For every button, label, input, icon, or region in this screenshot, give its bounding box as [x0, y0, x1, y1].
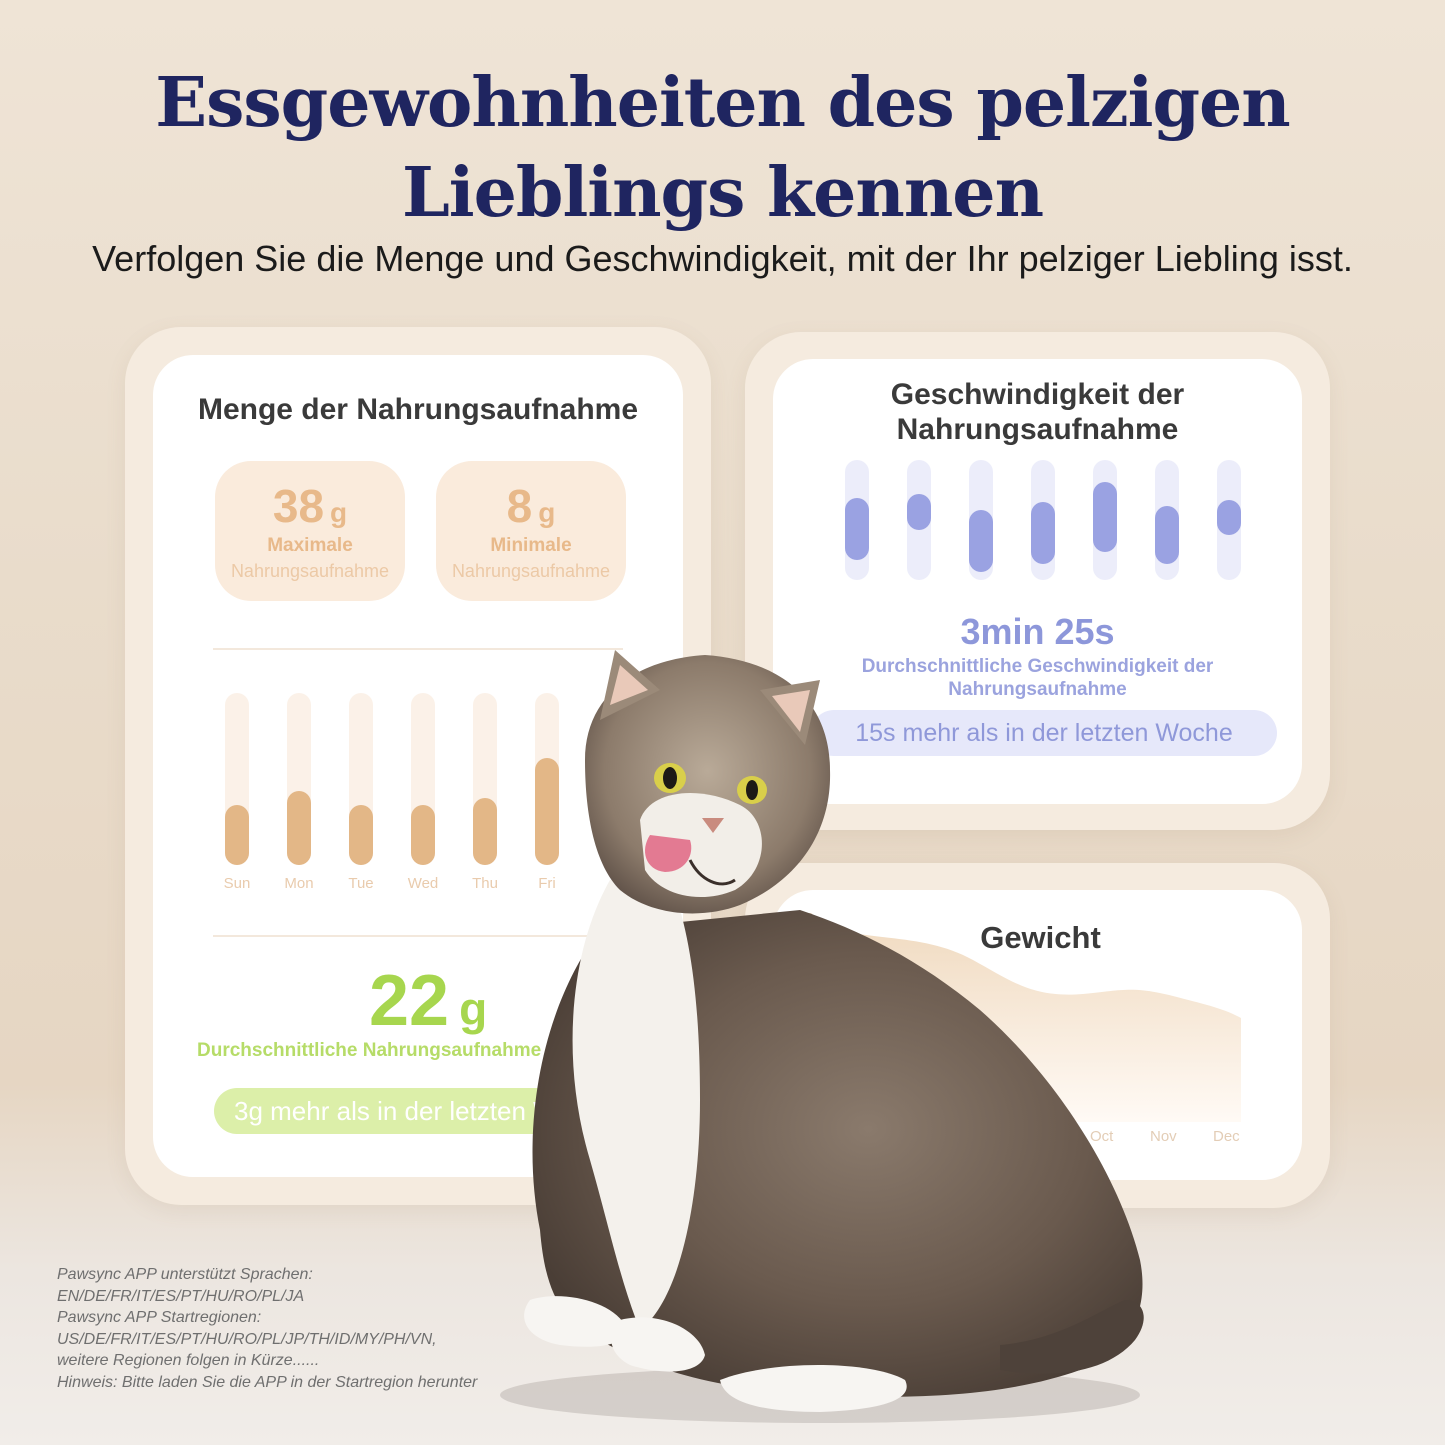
intake-bar-track — [349, 693, 373, 865]
speed-bar-4 — [1031, 502, 1055, 564]
footnote-line-4: US/DE/FR/IT/ES/PT/HU/RO/PL/JP/TH/ID/MY/P… — [57, 1330, 437, 1348]
cat-tail — [1000, 1300, 1144, 1374]
intake-bar-track — [287, 693, 311, 865]
intake-bar-tue — [349, 805, 373, 865]
speed-bar-track — [1217, 460, 1241, 580]
intake-divider-top — [213, 648, 623, 650]
day-label-tue: Tue — [348, 875, 374, 892]
cat-tongue — [645, 835, 692, 872]
headline-line-2: Lieblings kennen — [401, 153, 1044, 233]
cat-nose — [702, 818, 724, 833]
intake-comparison-pill: 3g mehr als in der letzten W — [214, 1088, 654, 1134]
page-headline: Essgewohnheiten des pelzigen Lieblings k… — [0, 58, 1445, 238]
intake-bar-fri — [535, 758, 559, 865]
intake-bar-track — [535, 693, 559, 865]
average-intake-unit: g — [459, 983, 488, 1035]
average-intake-label: Durchschnittliche Nahrungsaufnahme — [197, 1040, 542, 1061]
speed-bar-track — [1155, 460, 1179, 580]
footnote-line-1: Pawsync APP unterstützt Sprachen: — [57, 1266, 313, 1283]
speed-bar-track — [845, 460, 869, 580]
intake-bar-mon — [287, 791, 311, 865]
speed-bar-3 — [969, 510, 993, 572]
speed-card-title: Geschwindigkeit der Nahrungsaufnahme — [773, 377, 1302, 447]
day-label-sun: Sun — [223, 875, 251, 892]
day-label-wed: Wed — [407, 875, 439, 892]
max-intake-box: 38 g Maximale Nahrungsaufnahme — [215, 461, 405, 601]
footnote: Pawsync APP unterstützt Sprachen: EN/DE/… — [57, 1264, 477, 1393]
average-speed-label-line-1: Durchschnittliche Geschwindigkeit der — [861, 656, 1214, 677]
month-label-dec: Dec — [1213, 1128, 1240, 1145]
max-intake-value: 38 — [272, 480, 325, 532]
page-subheadline: Verfolgen Sie die Menge und Geschwindigk… — [92, 238, 1353, 279]
speed-bar-1 — [845, 498, 869, 560]
day-label-fri: Fri — [538, 875, 556, 892]
cat-front-paws — [524, 1296, 705, 1372]
footnote-line-2: EN/DE/FR/IT/ES/PT/HU/RO/PL/JA — [57, 1287, 305, 1305]
footnote-line-5: weitere Regionen folgen in Kürze...... — [57, 1352, 320, 1369]
day-label-thu: Thu — [472, 875, 498, 892]
speed-bar-track — [907, 460, 931, 580]
average-speed-value: 3min 25s — [960, 611, 1115, 652]
min-intake-label: Minimale — [490, 535, 572, 556]
speed-card: Geschwindigkeit der Nahrungsaufnahme 3mi… — [773, 359, 1302, 804]
intake-bar-track — [225, 693, 249, 865]
headline-line-1: Essgewohnheiten des pelzigen — [155, 63, 1290, 143]
footnote-line-3: Pawsync APP Startregionen: — [57, 1309, 262, 1326]
cat-chest — [572, 880, 700, 1330]
average-intake-value: 22 — [369, 961, 450, 1041]
speed-bar-track — [1031, 460, 1055, 580]
speed-bar-2 — [907, 494, 931, 530]
month-label-oct: Oct — [1090, 1128, 1114, 1145]
day-label-mon: Mon — [284, 875, 314, 892]
average-speed-label-line-2: Nahrungsaufnahme — [948, 679, 1127, 700]
max-intake-unit: g — [330, 497, 348, 528]
max-intake-sublabel: Nahrungsaufnahme — [230, 561, 390, 581]
speed-bar-5 — [1093, 482, 1117, 552]
cat-back-paw — [720, 1365, 907, 1412]
footnote-line-6: Hinweis: Bitte laden Sie die APP in der … — [57, 1373, 478, 1391]
max-intake-label: Maximale — [267, 535, 353, 556]
speed-bar-track — [1093, 460, 1117, 580]
speed-bar-7 — [1217, 500, 1241, 535]
intake-bar-wed — [411, 805, 435, 865]
intake-divider-bottom — [213, 935, 623, 937]
intake-bar-track — [411, 693, 435, 865]
weight-card-title: Gewicht — [980, 920, 1101, 955]
intake-bar-thu — [473, 798, 497, 865]
min-intake-unit: g — [538, 497, 556, 528]
cat-left-ear-inner — [610, 665, 648, 705]
cat-right-ear-inner — [772, 690, 810, 732]
intake-bar-track — [473, 693, 497, 865]
speed-bar-6 — [1155, 506, 1179, 564]
speed-bar-track — [969, 460, 993, 580]
min-intake-sublabel: Nahrungsaufnahme — [451, 561, 611, 581]
intake-card-title: Menge der Nahrungsaufnahme — [197, 393, 639, 426]
speed-comparison-pill: 15s mehr als in der letzten Woche — [811, 710, 1277, 756]
speed-card-title-line-1: Geschwindigkeit der — [890, 378, 1185, 411]
month-label-nov: Nov — [1150, 1128, 1177, 1145]
speed-card-title-line-2: Nahrungsaufnahme — [896, 413, 1179, 446]
min-intake-value: 8 — [506, 480, 533, 532]
average-speed-label: Durchschnittliche Geschwindigkeit der Na… — [773, 655, 1302, 701]
intake-bar-sun — [225, 805, 249, 865]
